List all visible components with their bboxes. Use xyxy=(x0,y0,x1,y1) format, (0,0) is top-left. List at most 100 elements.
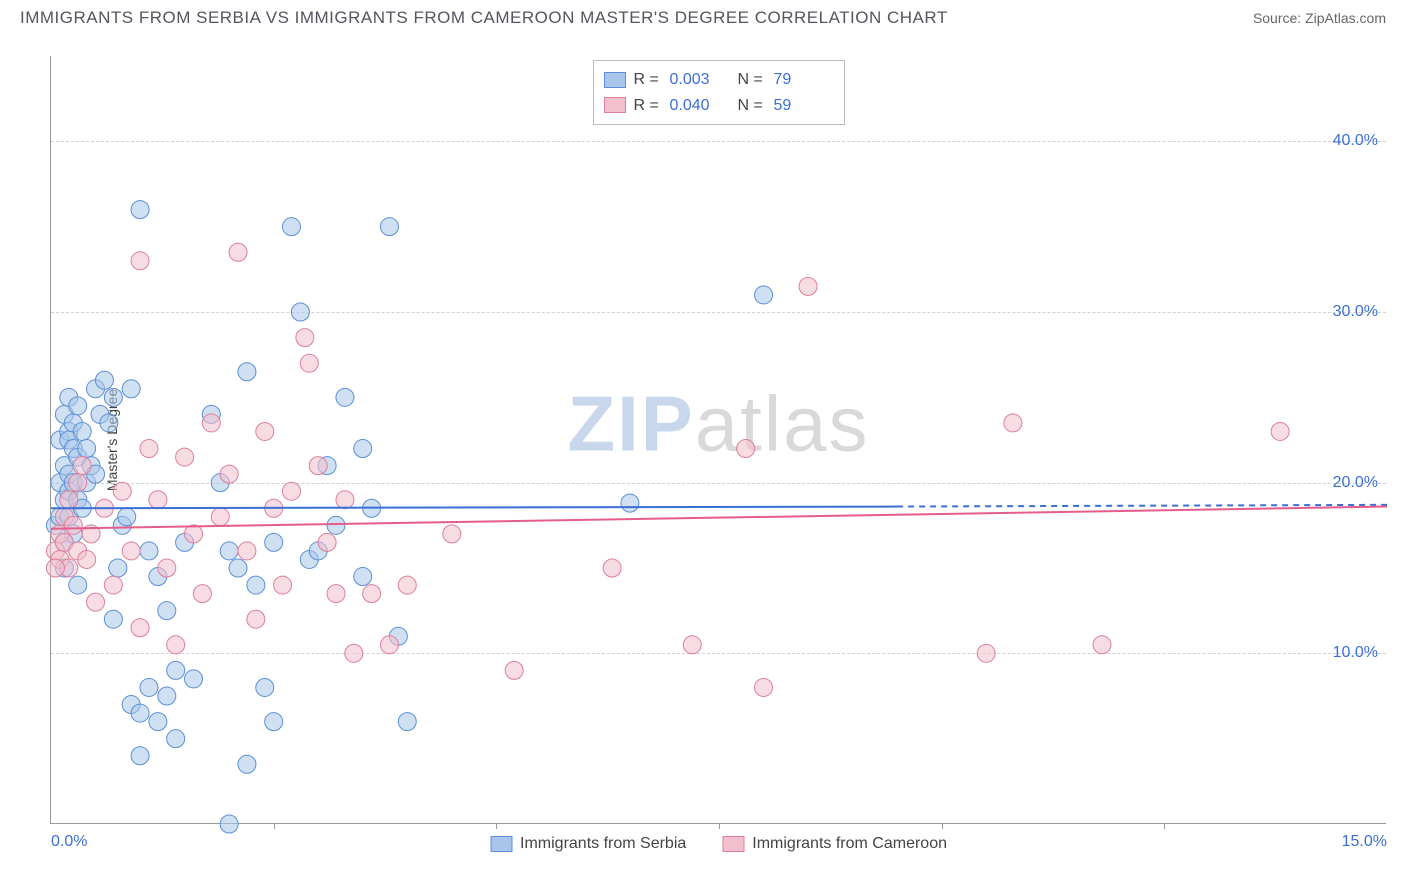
x-tick-mark xyxy=(274,823,275,829)
x-tick-label: 15.0% xyxy=(1342,833,1387,851)
data-point xyxy=(185,670,203,688)
data-point xyxy=(737,440,755,458)
data-point xyxy=(1004,414,1022,432)
data-point xyxy=(104,610,122,628)
data-point xyxy=(73,422,91,440)
data-point xyxy=(158,687,176,705)
data-point xyxy=(256,678,274,696)
data-point xyxy=(398,713,416,731)
data-point xyxy=(621,494,639,512)
trend-line xyxy=(51,507,897,509)
x-tick-mark xyxy=(942,823,943,829)
data-point xyxy=(131,201,149,219)
data-point xyxy=(380,218,398,236)
data-point xyxy=(229,243,247,261)
data-point xyxy=(1093,636,1111,654)
legend-swatch xyxy=(722,836,744,852)
legend-bottom-item: Immigrants from Serbia xyxy=(490,835,686,853)
source-label: Source: ZipAtlas.com xyxy=(1253,10,1386,26)
data-point xyxy=(104,388,122,406)
x-tick-mark xyxy=(1164,823,1165,829)
data-point xyxy=(274,576,292,594)
x-tick-label: 0.0% xyxy=(51,833,87,851)
data-point xyxy=(309,457,327,475)
data-point xyxy=(122,542,140,560)
data-point xyxy=(977,644,995,662)
data-point xyxy=(336,491,354,509)
data-point xyxy=(282,218,300,236)
data-point xyxy=(327,516,345,534)
data-point xyxy=(354,568,372,586)
data-point xyxy=(149,713,167,731)
data-point xyxy=(247,576,265,594)
legend-r-label: R = xyxy=(634,93,662,119)
data-point xyxy=(193,585,211,603)
data-point xyxy=(683,636,701,654)
data-point xyxy=(104,576,122,594)
data-point xyxy=(140,678,158,696)
legend-top: R =0.003N =79R =0.040N =59 xyxy=(593,60,845,125)
data-point xyxy=(64,516,82,534)
chart-area: Master's Degree 10.0%20.0%30.0%40.0% 0.0… xyxy=(50,56,1386,824)
legend-bottom-item: Immigrants from Cameroon xyxy=(722,835,947,853)
legend-r-value: 0.003 xyxy=(670,67,730,93)
data-point xyxy=(167,636,185,654)
data-point xyxy=(238,755,256,773)
data-point xyxy=(176,448,194,466)
data-point xyxy=(603,559,621,577)
data-point xyxy=(211,508,229,526)
trend-line xyxy=(51,507,1387,529)
data-point xyxy=(131,252,149,270)
data-point xyxy=(60,491,78,509)
data-point xyxy=(118,508,136,526)
data-point xyxy=(300,354,318,372)
data-point xyxy=(1271,422,1289,440)
legend-n-value: 79 xyxy=(774,67,834,93)
data-point xyxy=(220,542,238,560)
data-point xyxy=(380,636,398,654)
data-point xyxy=(185,525,203,543)
legend-series-name: Immigrants from Serbia xyxy=(520,835,686,853)
data-point xyxy=(265,713,283,731)
legend-series-name: Immigrants from Cameroon xyxy=(752,835,947,853)
data-point xyxy=(113,482,131,500)
data-point xyxy=(238,363,256,381)
data-point xyxy=(363,585,381,603)
data-point xyxy=(265,533,283,551)
data-point xyxy=(238,542,256,560)
legend-swatch xyxy=(490,836,512,852)
legend-bottom: Immigrants from Serbia Immigrants from Ca… xyxy=(490,835,947,853)
x-tick-mark xyxy=(719,823,720,829)
data-point xyxy=(95,371,113,389)
data-point xyxy=(149,491,167,509)
legend-n-label: N = xyxy=(738,93,766,119)
data-point xyxy=(296,329,314,347)
data-point xyxy=(122,380,140,398)
data-point xyxy=(354,440,372,458)
data-point xyxy=(87,593,105,611)
data-point xyxy=(799,277,817,295)
data-point xyxy=(158,559,176,577)
title-bar: IMMIGRANTS FROM SERBIA VS IMMIGRANTS FRO… xyxy=(0,0,1406,32)
data-point xyxy=(140,440,158,458)
data-point xyxy=(229,559,247,577)
data-point xyxy=(443,525,461,543)
data-point xyxy=(69,576,87,594)
data-point xyxy=(78,550,96,568)
data-point xyxy=(46,559,64,577)
trend-line-dashed xyxy=(897,505,1387,507)
data-point xyxy=(505,661,523,679)
data-point xyxy=(220,815,238,833)
data-point xyxy=(345,644,363,662)
data-point xyxy=(398,576,416,594)
legend-swatch xyxy=(604,97,626,113)
legend-top-row: R =0.003N =79 xyxy=(604,67,834,93)
legend-top-row: R =0.040N =59 xyxy=(604,93,834,119)
legend-r-label: R = xyxy=(634,67,662,93)
legend-r-value: 0.040 xyxy=(670,93,730,119)
data-point xyxy=(247,610,265,628)
data-point xyxy=(282,482,300,500)
data-point xyxy=(167,661,185,679)
data-point xyxy=(131,704,149,722)
data-point xyxy=(78,440,96,458)
